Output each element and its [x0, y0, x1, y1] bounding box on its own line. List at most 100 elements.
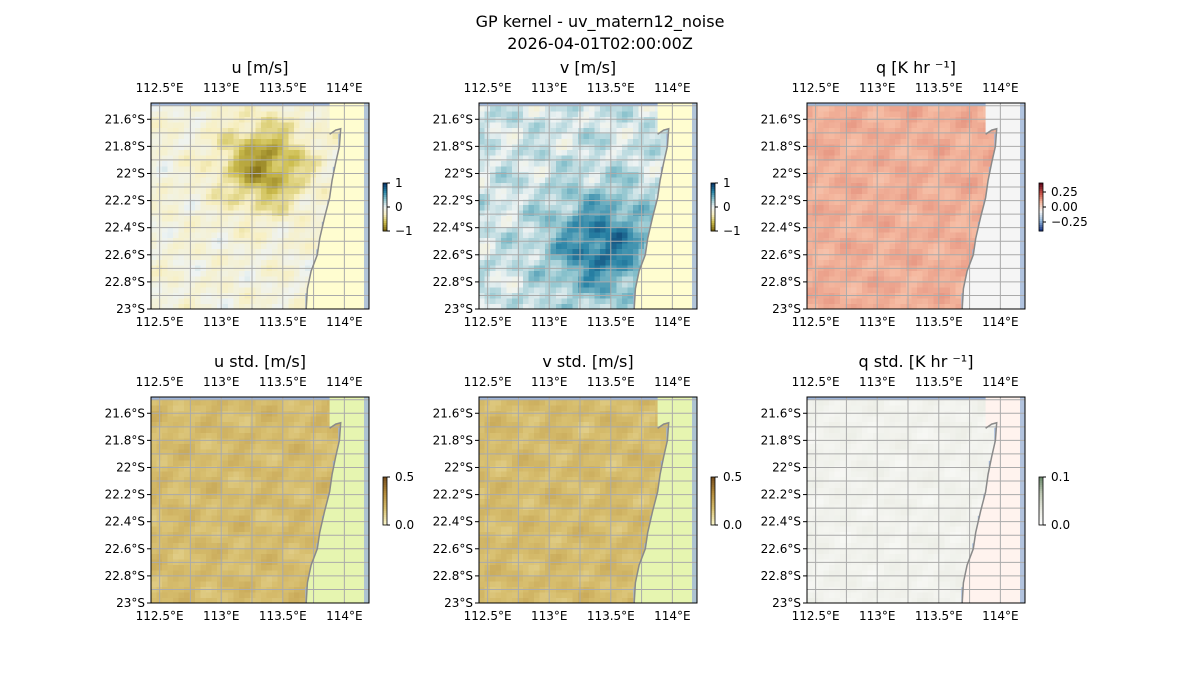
heat-cell — [211, 543, 218, 549]
heat-cell — [845, 183, 852, 189]
heat-cell — [178, 488, 185, 494]
heat-cell — [545, 166, 551, 173]
heat-cell — [200, 133, 207, 140]
heat-cell — [933, 287, 940, 294]
heat-cell — [917, 205, 923, 211]
heat-cell — [206, 199, 212, 206]
heat-cell — [501, 216, 507, 222]
heat-cell — [244, 466, 251, 472]
heat-cell — [950, 205, 956, 211]
heat-cell — [288, 183, 295, 189]
heat-cell — [294, 232, 300, 239]
heat-cell — [889, 298, 896, 305]
heat-cell — [895, 227, 901, 233]
heat-cell — [200, 276, 207, 283]
heat-cell — [567, 221, 573, 228]
heat-cell — [206, 232, 212, 239]
heat-cell — [895, 304, 901, 309]
heat-cell — [906, 188, 912, 195]
heat-cell — [151, 249, 157, 255]
heat-cell — [294, 188, 300, 195]
heat-cell — [506, 287, 513, 294]
heat-cell — [184, 598, 190, 603]
heat-cell — [977, 144, 984, 151]
heat-cell — [856, 188, 863, 195]
heat-cell — [862, 177, 868, 184]
heat-cell — [807, 122, 813, 129]
heat-cell — [266, 276, 273, 283]
heat-cell — [917, 282, 923, 288]
heat-cell — [884, 271, 890, 277]
colorbar-segment — [711, 213, 715, 216]
heat-cell — [845, 150, 852, 156]
heat-cell — [332, 150, 339, 156]
heat-cell — [972, 227, 978, 233]
heat-cell — [162, 521, 168, 527]
heat-cell — [545, 150, 551, 156]
heat-cell — [807, 194, 813, 200]
heat-cell — [222, 488, 229, 494]
heat-cell — [818, 194, 824, 200]
heat-cell — [545, 194, 551, 200]
heat-cell — [490, 221, 496, 228]
heat-cell — [944, 172, 951, 178]
y-tick-label: 22.6°S — [105, 248, 145, 262]
coastline — [961, 127, 998, 309]
panel-4: u std. [m/s]112.5°E112.5°E113°E113°E113.… — [105, 352, 414, 623]
colorbar-segment — [1039, 191, 1043, 194]
heat-cell — [878, 271, 885, 277]
heat-cell — [189, 150, 196, 156]
heat-cell — [895, 117, 901, 123]
heat-cell — [228, 172, 234, 178]
heat-cell — [217, 260, 223, 266]
colorbar-segment — [1039, 225, 1043, 228]
heat-cell — [239, 249, 245, 255]
heat-cell — [167, 499, 174, 505]
heat-cell — [277, 422, 284, 428]
heat-cell — [818, 282, 824, 288]
heat-cell — [567, 106, 573, 112]
heat-cell — [299, 554, 306, 560]
heat-cell — [288, 581, 295, 588]
heat-cell — [490, 282, 496, 288]
heat-cell — [162, 416, 168, 423]
heat-cell — [316, 405, 322, 412]
heat-cell — [283, 194, 289, 200]
heat-cell — [217, 537, 223, 544]
heat-cell — [222, 254, 229, 261]
heat-cell — [823, 249, 830, 255]
heat-cell — [611, 139, 617, 145]
heat-cell — [195, 455, 201, 461]
heat-cell — [189, 194, 196, 200]
heat-cell — [933, 111, 940, 118]
heat-cell — [261, 400, 267, 406]
heat-cell — [217, 422, 223, 428]
heat-cell — [878, 155, 885, 162]
heat-cell — [189, 438, 196, 445]
heat-cell — [266, 161, 273, 167]
heat-cell — [255, 216, 262, 222]
y-tick-label: 22.4°S — [105, 221, 145, 235]
heat-cell — [834, 276, 841, 283]
heat-cell — [327, 455, 333, 461]
heat-cell — [873, 161, 879, 167]
heat-cell — [616, 216, 623, 222]
heat-cell — [272, 166, 278, 173]
heat-cell — [189, 199, 196, 206]
heat-cell — [332, 133, 339, 140]
heat-cell — [294, 150, 300, 156]
heat-cell — [616, 128, 623, 134]
heat-cell — [600, 188, 606, 195]
heat-cell — [490, 210, 496, 217]
heat-cell — [873, 243, 879, 250]
heat-cell — [911, 166, 918, 173]
heat-cell — [233, 304, 240, 309]
heat-cell — [250, 548, 256, 555]
colorbar-segment — [383, 217, 387, 220]
heat-cell — [589, 117, 595, 123]
heat-cell — [200, 183, 207, 189]
heat-cell — [151, 166, 157, 173]
heat-cell — [173, 477, 179, 483]
colorbar-segment — [383, 221, 387, 224]
heat-cell — [644, 221, 650, 228]
